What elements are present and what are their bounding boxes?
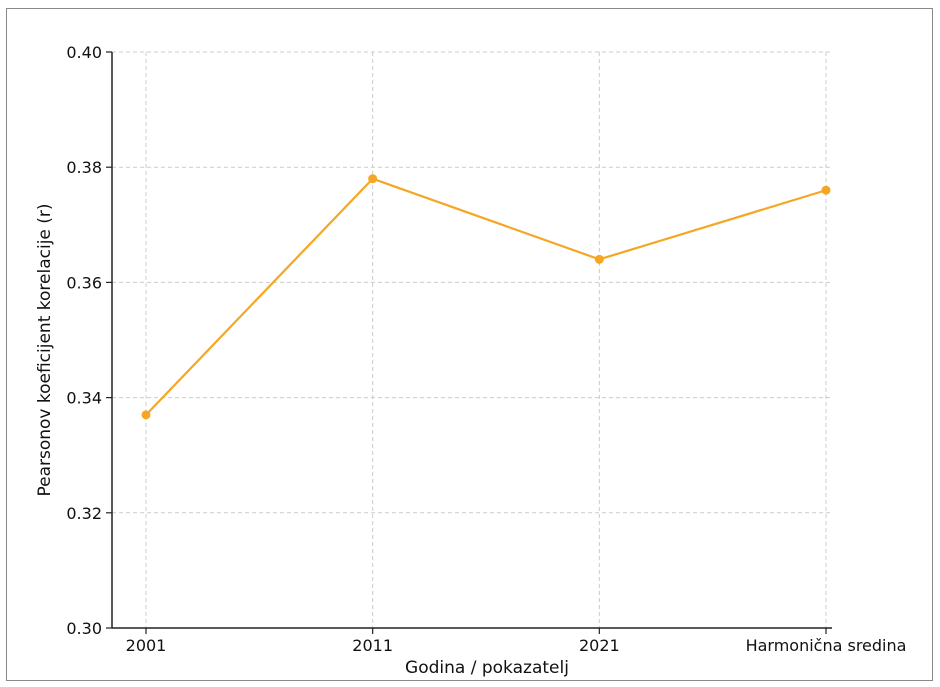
series-layer	[141, 174, 831, 420]
y-tick-label: 0.34	[66, 389, 102, 408]
y-tick-label: 0.30	[66, 619, 102, 638]
y-tick-label: 0.36	[66, 273, 102, 292]
x-axis-label: Godina / pokazatelj	[405, 658, 569, 678]
data-point	[594, 254, 604, 264]
data-point	[141, 410, 151, 420]
x-tick-label: 2011	[352, 636, 393, 655]
data-point	[821, 185, 831, 195]
x-tick-label: 2001	[126, 636, 167, 655]
y-axis-ticks: 0.30 0.32 0.34 0.36 0.38 0.40	[66, 43, 112, 638]
y-axis-label: Pearsonov koeficijent korelacije (r)	[35, 203, 55, 496]
x-tick-label: 2021	[579, 636, 620, 655]
x-axis-ticks: 2001 2011 2021 Harmonična sredina	[126, 628, 907, 655]
y-tick-label: 0.38	[66, 158, 102, 177]
chart-frame	[6, 8, 933, 681]
series-line	[145, 177, 827, 416]
axes	[111, 52, 832, 629]
grid-lines	[112, 51, 832, 629]
y-tick-label: 0.40	[66, 43, 102, 62]
x-tick-label: Harmonična sredina	[746, 636, 907, 655]
y-tick-label: 0.32	[66, 504, 102, 523]
data-point	[368, 174, 378, 184]
